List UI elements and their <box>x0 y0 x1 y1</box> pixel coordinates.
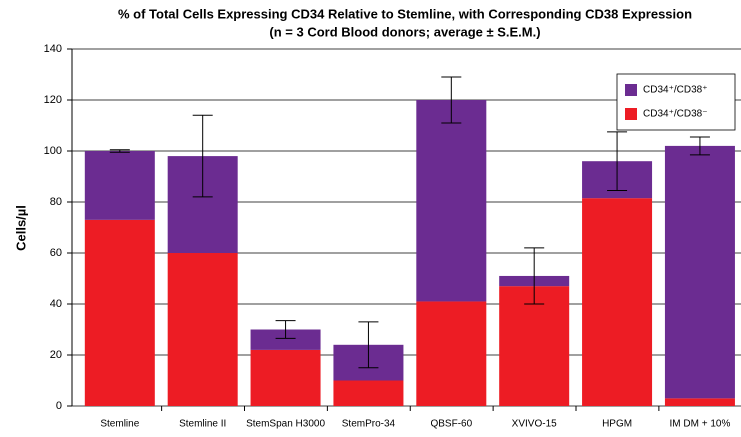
bar-segment <box>84 151 155 220</box>
bar-segment <box>167 253 238 406</box>
y-tick-label: 100 <box>44 145 62 157</box>
error-bar <box>689 136 710 156</box>
bar-segment <box>582 198 653 406</box>
x-tick-label: IM DM + 10% <box>670 419 731 430</box>
x-tick-label: StemPro-34 <box>342 419 396 430</box>
y-tick-label: 120 <box>44 94 62 106</box>
error-bar <box>358 321 379 369</box>
bar-segment <box>333 380 404 406</box>
bar-segment <box>84 219 155 406</box>
y-tick-label: 20 <box>50 349 62 361</box>
y-tick-label: 80 <box>50 196 62 208</box>
bar-segment <box>664 398 735 406</box>
chart-subtitle: (n = 3 Cord Blood donors; average ± S.E.… <box>269 24 540 39</box>
legend-label: CD34⁺/CD38⁻ <box>643 109 707 120</box>
bar-segment <box>499 286 570 406</box>
y-tick-label: 140 <box>44 43 62 55</box>
chart-title: % of Total Cells Expressing CD34 Relativ… <box>118 6 692 21</box>
x-tick-label: StemSpan H3000 <box>246 419 325 430</box>
legend-box <box>616 73 736 131</box>
bar-segment <box>664 145 735 399</box>
legend-swatch <box>625 84 637 96</box>
bar-segment <box>250 329 321 350</box>
legend-swatch <box>625 108 637 120</box>
y-tick-label: 0 <box>56 400 62 412</box>
x-tick-label: HPGM <box>602 419 632 430</box>
error-bar <box>441 76 462 124</box>
bar-segment <box>416 301 487 406</box>
x-tick-label: QBSF-60 <box>430 419 472 430</box>
x-tick-label: XVIVO-15 <box>512 419 557 430</box>
error-bar <box>109 149 130 153</box>
error-bar <box>192 114 213 198</box>
error-bar <box>524 247 545 305</box>
y-axis-label: Cells/µl <box>13 205 28 251</box>
bar-segment <box>250 349 321 406</box>
legend-label: CD34⁺/CD38⁺ <box>643 85 707 96</box>
y-tick-label: 60 <box>50 247 62 259</box>
x-tick-label: Stemline <box>100 419 139 430</box>
y-tick-label: 40 <box>50 298 62 310</box>
x-tick-label: Stemline II <box>179 419 226 430</box>
error-bar <box>275 320 296 339</box>
bar-segment <box>416 100 487 302</box>
error-bar <box>607 131 628 192</box>
